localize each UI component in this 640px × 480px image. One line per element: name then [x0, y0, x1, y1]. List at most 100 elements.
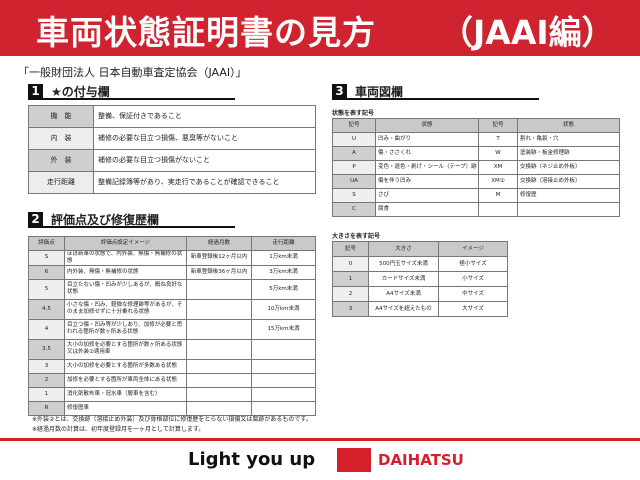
column-header: 評価点設定イメージ: [64, 236, 187, 251]
grade-table: 評価点 評価点設定イメージ 経過月数 走行距離 S ほぼ新車の状態で、内外装、無傷・無補…: [28, 236, 316, 416]
table-cell: 5: [28, 278, 65, 300]
header-row: 評価点 評価点設定イメージ 経過月数 走行距離: [28, 236, 316, 251]
table-cell: 10万km未満: [251, 298, 316, 320]
table-cell: 修復歴: [517, 188, 620, 203]
column-header: 状態: [375, 118, 479, 133]
table-cell: XM: [478, 160, 518, 175]
table-cell: 中サイズ: [438, 286, 508, 302]
section1-heading: 1 ★の付与欄: [28, 83, 235, 100]
table-cell: [251, 338, 316, 360]
table-cell: 整備、保証付きであること: [93, 105, 316, 128]
table-cell: 変色・退色・剥げ・シール（テープ）跡: [375, 160, 479, 175]
table-cell: M: [478, 188, 518, 203]
table-cell: 塗装跡・板金修理跡: [517, 146, 620, 161]
column-header: 経過月数: [186, 236, 252, 251]
table-cell: XM②: [478, 174, 518, 189]
table-row: 5 目立たない傷・凹みが少しあるが、概ね良好な状態 5万km未満: [28, 278, 316, 300]
table-row: 4.5 小さな傷・凹み、軽微な修理跡等があるが、そのまま加修せずに十分乗れる状態 1…: [28, 298, 316, 320]
table-cell: 修復歴車: [64, 400, 187, 416]
table-cell: 3万km未満: [251, 264, 316, 280]
section2-heading: 2 評価点及び修復歴欄: [28, 211, 235, 228]
table-row: 3 大小の加修を必要とする箇所が多数ある状態: [28, 358, 316, 374]
table-row: S さび M 修復歴: [332, 188, 620, 203]
table-cell: 補修の必要な目立つ損傷、悪臭等がないこと: [93, 127, 316, 150]
table-cell: 交換跡（溶接止め外板）: [517, 174, 620, 189]
table-row: 1 消化剤散布車・冠水車（層車を含む）: [28, 386, 316, 402]
section-title: ★の付与欄: [51, 84, 110, 99]
table-row: C 腐食: [332, 202, 620, 217]
table-row: 2 加修を必要とする箇所が車両全体にある状態: [28, 372, 316, 388]
table-cell: 新車登録後36ヶ月以内: [186, 264, 252, 280]
table-cell: [186, 298, 252, 320]
size-symbol-table: 記号 大きさ イメージ 0 500円玉サイズ未満 極小サイズ 1 カードサイズ未満 小サイズ 2…: [332, 241, 508, 317]
table-cell: 加修を必要とする箇所が車両全体にある状態: [64, 372, 187, 388]
table-cell: A4サイズを超えたもの: [368, 301, 439, 317]
table-cell: [186, 358, 252, 374]
table-cell: S: [332, 188, 376, 203]
table-cell: 新車登録後12ヶ月以内: [186, 250, 252, 266]
page-title-suffix: （JAAI編）: [440, 13, 615, 52]
table-row: 外 装補修の必要な目立つ損傷がないこと: [28, 149, 316, 172]
table-cell: 5万km未満: [251, 278, 316, 300]
table-cell: P: [332, 160, 376, 175]
table-row: U 凹み・曲がり T 割れ・亀裂・穴: [332, 132, 620, 147]
table-cell: T: [478, 132, 518, 147]
table-cell: 目立つ傷・凹み等が少しあり、加修が必要と思われる箇所が数ヶ所ある状態: [64, 318, 187, 340]
header-row: 記号 大きさ イメージ: [332, 241, 508, 257]
table-cell: 内外装、無傷・無補修の状態: [64, 264, 187, 280]
table-cell: [517, 202, 620, 217]
table-cell: W: [478, 146, 518, 161]
table-cell: 内 装: [28, 127, 94, 150]
table-cell: A: [332, 146, 376, 161]
column-header: 記号: [478, 118, 518, 133]
footnote: ※経過月数の計算は、初年度登録月を一ヶ月として計算します。: [32, 426, 205, 433]
table-cell: 1: [28, 386, 65, 402]
table-cell: C: [332, 202, 376, 217]
section-number: 3: [332, 83, 347, 99]
table-cell: [251, 358, 316, 374]
table-cell: R: [28, 400, 65, 416]
table-cell: 3.5: [28, 338, 65, 360]
table-cell: [478, 202, 518, 217]
daihatsu-emblem-icon: [337, 448, 371, 472]
table-cell: 2: [28, 372, 65, 388]
column-header: 記号: [332, 118, 376, 133]
table-cell: 2: [332, 286, 369, 302]
table-row: 走行距離 整備記録簿等があり、実走行であることが確認できること: [28, 171, 316, 194]
table-cell: 大小の加修を必要とする箇所が多数ある状態: [64, 358, 187, 374]
table-cell: 凹み・曲がり: [375, 132, 479, 147]
table-row: P 変色・退色・剥げ・シール（テープ）跡 XM 交換跡（ネジ止め外板）: [332, 160, 620, 175]
table-cell: [251, 372, 316, 388]
table-cell: 6: [28, 264, 65, 280]
table-cell: 大小の加修を必要とする箇所が数ヶ所ある状態又は外装②適用車: [64, 338, 187, 360]
table-row: 1 カードサイズ未満 小サイズ: [332, 271, 508, 287]
table-cell: 整備記録簿等があり、実走行であることが確認できること: [93, 171, 316, 194]
section-title: 車両図欄: [355, 84, 404, 99]
table-row: 4 目立つ傷・凹み等が少しあり、加修が必要と思われる箇所が数ヶ所ある状態 15万km…: [28, 318, 316, 340]
table-cell: カードサイズ未満: [368, 271, 439, 287]
brand-name: DAIHATSU: [378, 451, 464, 469]
column-header: イメージ: [438, 241, 508, 257]
table-cell: 目立たない傷・凹みが少しあるが、概ね良好な状態: [64, 278, 187, 300]
table-cell: A4サイズ未満: [368, 286, 439, 302]
table-cell: 傷・ささくれ: [375, 146, 479, 161]
column-header: 大きさ: [368, 241, 439, 257]
table-cell: 4.5: [28, 298, 65, 320]
column-header: 評価点: [28, 236, 65, 251]
table-cell: 1: [332, 271, 369, 287]
table-cell: さび: [375, 188, 479, 203]
slogan-logo: Light you up: [188, 449, 316, 470]
table-row: S ほぼ新車の状態で、内外装、無傷・無補修の状態 新車登録後12ヶ月以内 1万km未満: [28, 250, 316, 266]
table-cell: 3: [332, 301, 369, 317]
table-cell: ほぼ新車の状態で、内外装、無傷・無補修の状態: [64, 250, 187, 266]
table-cell: 消化剤散布車・冠水車（層車を含む）: [64, 386, 187, 402]
subtitle: 「一般財団法人 日本自動車査定協会（JAAI）」: [18, 66, 247, 79]
table-cell: U: [332, 132, 376, 147]
table-row: 3.5 大小の加修を必要とする箇所が数ヶ所ある状態又は外装②適用車: [28, 338, 316, 360]
table-cell: 極小サイズ: [438, 256, 508, 272]
title-banner: 車両状態証明書の見方 （JAAI編）: [0, 0, 640, 56]
table-row: 2 A4サイズ未満 中サイズ: [332, 286, 508, 302]
table-cell: 外 装: [28, 149, 94, 172]
table-cell: 3: [28, 358, 65, 374]
table-row: 内 装補修の必要な目立つ損傷、悪臭等がないこと: [28, 127, 316, 150]
